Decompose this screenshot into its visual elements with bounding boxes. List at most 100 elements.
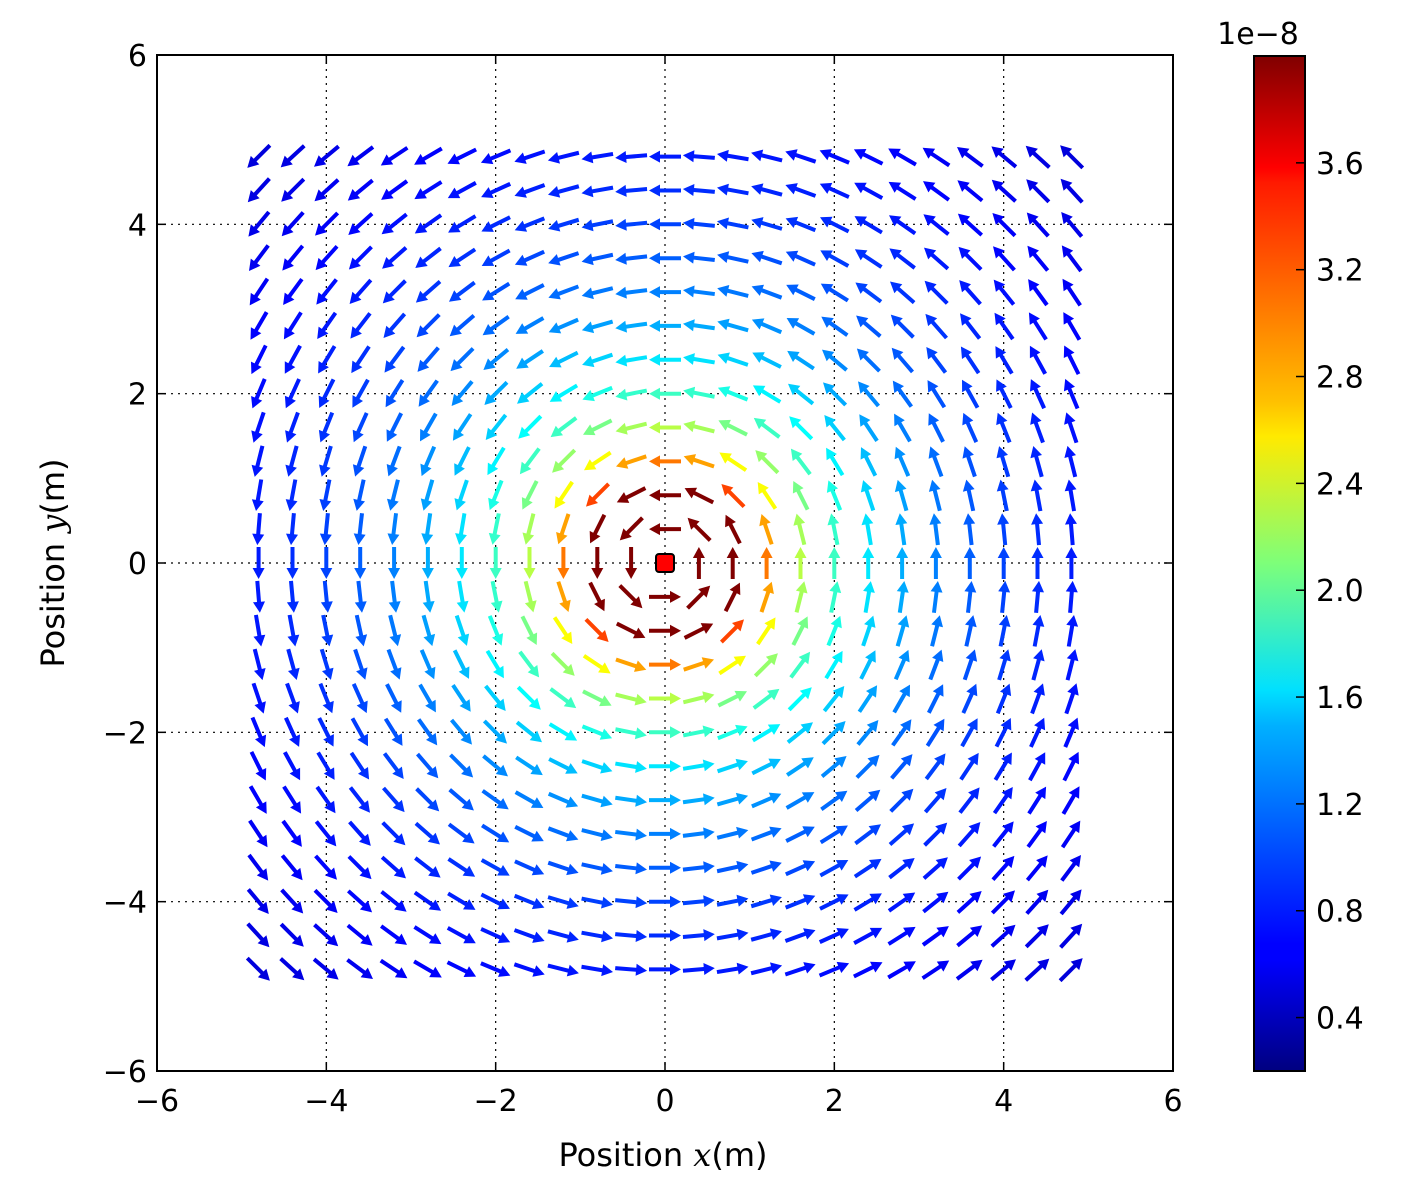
field-arrow [791, 616, 809, 646]
field-arrow [717, 724, 748, 741]
field-arrow [994, 718, 1012, 748]
field-arrow [785, 860, 816, 877]
colorbar: 1e−8 0.4 0.8 1.2 1.6 2.0 2.4 2.8 3.2 3.6 [1217, 17, 1364, 1072]
field-arrow [484, 380, 509, 405]
field-arrow [281, 211, 305, 237]
field-arrow [447, 181, 477, 199]
field-arrow [924, 280, 949, 305]
field-arrow [582, 352, 614, 368]
field-arrow [755, 450, 780, 475]
field-arrow [750, 928, 782, 942]
field-arrow [683, 386, 715, 399]
field-arrow [892, 684, 910, 714]
field-arrow [682, 861, 715, 874]
field-arrow [522, 513, 536, 545]
field-arrow [683, 657, 714, 672]
field-arrow [279, 922, 304, 947]
field-arrow [923, 788, 947, 814]
field-arrow [888, 148, 917, 167]
field-arrow [682, 217, 715, 230]
field-arrow [963, 547, 976, 579]
field-arrow [717, 690, 747, 708]
field-arrow [518, 414, 543, 439]
field-arrow [615, 252, 648, 265]
field-arrow [581, 862, 613, 875]
field-arrow [523, 580, 537, 613]
field-arrow [514, 216, 546, 232]
field-arrow [857, 685, 878, 713]
field-arrow [1061, 245, 1083, 273]
field-arrow [548, 757, 578, 774]
field-arrow [287, 614, 300, 647]
field-arrow [581, 724, 613, 740]
field-arrow [591, 547, 604, 579]
field-arrow [1060, 145, 1085, 170]
field-arrow [649, 421, 681, 434]
field-arrow [283, 751, 301, 781]
field-arrow [283, 311, 303, 340]
field-arrow [449, 314, 476, 337]
field-arrow [454, 614, 470, 646]
field-arrow [717, 285, 749, 298]
field-arrow [419, 649, 436, 680]
field-arrow [751, 792, 782, 809]
field-arrow [717, 183, 749, 196]
field-arrow [750, 860, 782, 875]
field-arrow [422, 580, 435, 613]
field-arrow [927, 684, 944, 714]
field-arrow [451, 684, 471, 712]
field-arrow [682, 725, 715, 738]
field-arrow [246, 888, 269, 914]
field-arrow [282, 785, 302, 814]
field-arrow [252, 513, 265, 546]
field-arrow [928, 446, 944, 478]
field-arrow [513, 962, 545, 977]
field-arrow [955, 959, 983, 981]
field-arrow [1025, 145, 1051, 169]
field-arrow [1026, 179, 1051, 204]
field-arrow [281, 819, 302, 847]
field-arrow [319, 479, 332, 511]
field-arrow [482, 315, 510, 336]
colorbar-tick-label: 3.6 [1316, 147, 1364, 182]
field-arrow [418, 683, 436, 713]
field-arrow [956, 891, 982, 914]
field-arrow [251, 411, 266, 443]
field-arrow [382, 246, 408, 269]
field-arrow [861, 615, 876, 647]
field-arrow [449, 280, 476, 302]
field-arrow [993, 279, 1016, 306]
field-arrow [586, 482, 610, 507]
field-arrow [1064, 683, 1079, 715]
field-arrow [386, 648, 402, 680]
field-arrow [416, 313, 441, 338]
field-arrow [888, 823, 915, 846]
field-arrow [753, 417, 781, 439]
x-tick-label: −6 [135, 1084, 179, 1119]
field-arrow [990, 959, 1016, 982]
field-arrow [819, 860, 849, 878]
field-arrow [963, 513, 976, 546]
field-arrow [1064, 479, 1077, 512]
field-arrow [320, 547, 333, 579]
field-arrow [785, 216, 817, 233]
field-arrow [318, 682, 334, 714]
field-arrow [959, 752, 979, 781]
field-arrow [716, 826, 749, 840]
field-arrow [286, 547, 299, 579]
field-arrow [386, 412, 403, 442]
field-arrow [859, 650, 876, 680]
field-arrow [350, 312, 372, 339]
field-arrow [687, 517, 712, 542]
field-arrow [991, 855, 1015, 881]
field-arrow [452, 413, 473, 441]
field-arrow [994, 312, 1015, 341]
y-tick-label: −6 [103, 1055, 147, 1090]
field-arrow [247, 177, 271, 203]
field-arrow [856, 315, 882, 338]
field-arrow [351, 683, 368, 714]
field-arrow [582, 689, 612, 707]
field-arrow [964, 615, 977, 647]
field-arrow [514, 790, 544, 808]
field-arrow [820, 216, 850, 234]
